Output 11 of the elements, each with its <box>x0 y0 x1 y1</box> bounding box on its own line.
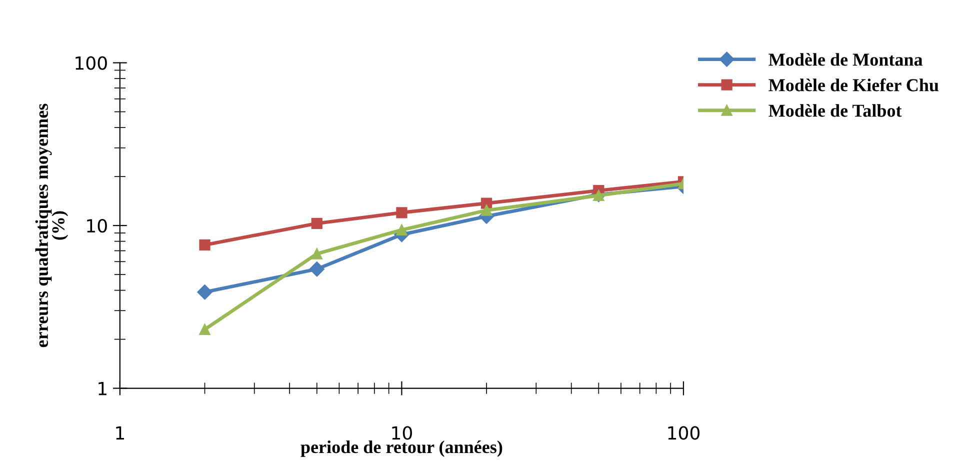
legend-label: Modèle de Talbot <box>768 104 902 117</box>
y-tick-label: 10 <box>87 218 107 233</box>
y-tick-label: 100 <box>76 56 107 70</box>
x-tick-label: 100 <box>668 426 700 440</box>
x-tick-label: 1 <box>116 426 124 440</box>
y-tick-label: 1 <box>98 382 106 396</box>
x-axis-title: periode de retour (années) <box>300 440 502 457</box>
y-axis-title: erreurs quadratiques moyennes (%) <box>35 104 68 348</box>
legend-label: Modèle de Kiefer Chu <box>768 78 939 92</box>
x-tick-label: 10 <box>392 426 412 440</box>
legend-label: Modèle de Montana <box>768 53 923 66</box>
